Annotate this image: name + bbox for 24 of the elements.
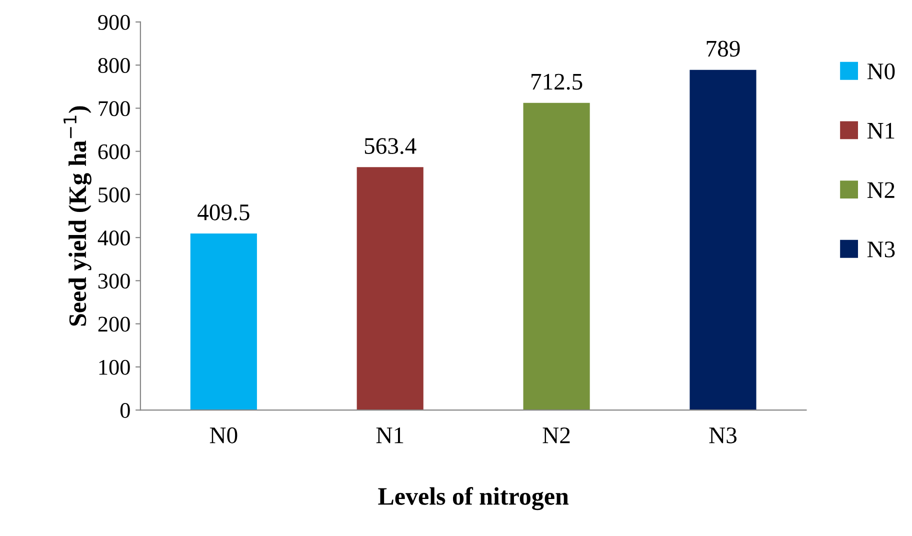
data-label: 563.4 (364, 138, 416, 154)
y-tick-label: 200 (98, 316, 130, 332)
legend-label: N2 (867, 182, 894, 198)
x-tick-label: N3 (709, 427, 736, 444)
legend-label: N1 (867, 122, 894, 138)
legend-label: N3 (867, 242, 895, 258)
y-tick-label: 100 (99, 360, 130, 375)
y-tick-label: 600 (98, 144, 130, 160)
y-tick-label: 400 (98, 230, 130, 246)
y-tick-label: 700 (98, 101, 130, 116)
y-tick-label: 300 (98, 274, 130, 289)
data-label: 712.5 (532, 74, 582, 90)
data-label: 409.5 (198, 204, 250, 220)
y-tick-label: 800 (98, 58, 130, 74)
y-tick-label: 500 (98, 187, 130, 202)
legend-label: N0 (867, 63, 895, 80)
data-label: 789 (706, 40, 740, 57)
x-tick-label: N2 (542, 427, 570, 444)
x-tick-label: N0 (210, 427, 238, 444)
x-tick-label: N1 (376, 428, 404, 444)
y-tick-label: 0 (120, 402, 130, 418)
y-axis-title: Seed yield (Kg ha$^{−1}$) (64, 106, 92, 326)
x-axis-title: Levels of nitrogen (378, 487, 569, 510)
y-tick-label: 900 (98, 14, 130, 30)
